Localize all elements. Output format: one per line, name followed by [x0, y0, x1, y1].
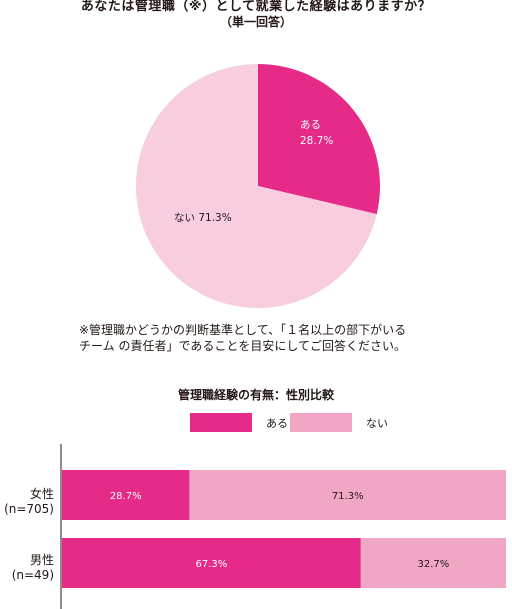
bar-segment-r1-s1: [360, 538, 506, 588]
bar-value-label-r1-s0: 67.3%: [196, 559, 228, 570]
definition-note-line1: ※管理職かどうかの判断基準として、「１名以上の部下がいる: [79, 323, 407, 337]
row-label-female-n: (n=705): [4, 502, 54, 516]
pie-chart-title: あなたは管理職（※）として就業した経験はありますか？: [80, 0, 432, 14]
pie-slice-1: [136, 64, 377, 308]
stacked-bar-chart: 28.7% 71.3% 67.3% 32.7%: [60, 444, 507, 609]
pie-label-aru: ある: [300, 119, 321, 131]
bar-segment-r0-s0: [62, 470, 190, 520]
bar-chart-title: 管理職経験の有無：性別比較: [177, 388, 334, 402]
definition-note-line2: チーム の責任者」であることを目安にしてご回答ください。: [79, 339, 406, 353]
row-label-female-name: 女性: [29, 487, 54, 501]
pie-chart: ある 28.7% ない 71.3%: [136, 64, 380, 308]
legend-swatch-nai: [290, 413, 352, 432]
row-label-male-name: 男性: [29, 553, 54, 567]
pie-value-aru: 28.7%: [300, 135, 333, 147]
legend-label-nai: ない: [366, 417, 388, 430]
row-label-female: 女性 (n=705): [0, 487, 54, 517]
bar-value-label-r0-s0: 28.7%: [110, 491, 142, 502]
pie-chart-subtitle: （単一回答）: [219, 15, 292, 29]
row-label-male-n: (n=49): [11, 568, 54, 582]
legend-label-aru: ある: [266, 417, 288, 430]
bar-value-label-r0-s1: 71.3%: [332, 491, 364, 502]
bar-segment-r1-s0: [62, 538, 361, 588]
pie-slice-0: [258, 64, 380, 215]
pie-label-nai: ない 71.3%: [174, 212, 232, 224]
legend-swatch-aru: [190, 413, 252, 432]
row-label-male: 男性 (n=49): [0, 553, 54, 583]
bar-value-label-r1-s1: 32.7%: [418, 559, 450, 570]
bar-segment-r0-s1: [189, 470, 507, 520]
